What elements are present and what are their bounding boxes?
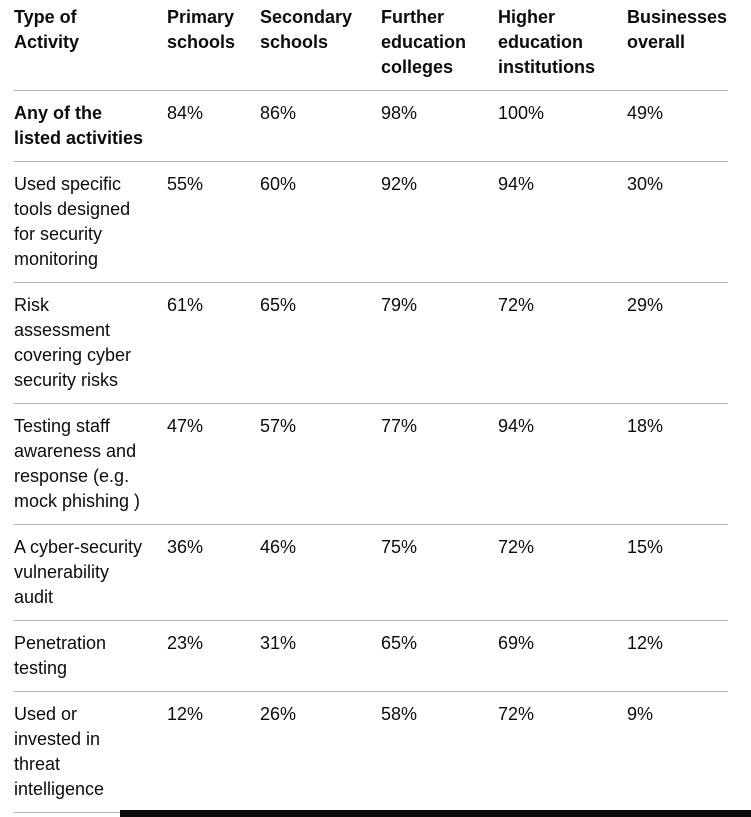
cell-value: 65% xyxy=(381,620,498,692)
table-row: Any of the listed activities 84% 86% 98% 100… xyxy=(14,90,728,162)
row-label: Penetration testing xyxy=(14,620,167,692)
table-row: Testing staff awareness and response (e.… xyxy=(14,403,728,525)
cell-value: 60% xyxy=(260,161,381,283)
table-header: Type of Activity Primary schools Secondary… xyxy=(14,5,728,91)
cell-value: 61% xyxy=(167,282,260,404)
cell-value: 92% xyxy=(381,161,498,283)
row-label: A cyber-security vulnerability audit xyxy=(14,524,167,621)
row-label: Any of the listed activities xyxy=(14,90,167,162)
cell-value: 77% xyxy=(381,403,498,525)
cyber-security-activity-table: Type of Activity Primary schools Secondary… xyxy=(14,5,728,813)
cell-value: 26% xyxy=(260,691,381,813)
cell-value: 29% xyxy=(627,282,728,404)
cell-value: 46% xyxy=(260,524,381,621)
cell-value: 31% xyxy=(260,620,381,692)
column-header: Secondary schools xyxy=(260,5,381,91)
cell-value: 23% xyxy=(167,620,260,692)
row-label: Used specific tools designed for securit… xyxy=(14,161,167,283)
cutoff-bottom-bar xyxy=(120,810,751,817)
cell-value: 55% xyxy=(167,161,260,283)
cell-value: 75% xyxy=(381,524,498,621)
cell-value: 58% xyxy=(381,691,498,813)
row-label: Used or invested in threat intelligence xyxy=(14,691,167,813)
cell-value: 49% xyxy=(627,90,728,162)
table-row: Used specific tools designed for securit… xyxy=(14,161,728,283)
table-row: A cyber-security vulnerability audit 36% 4… xyxy=(14,524,728,621)
cell-value: 12% xyxy=(627,620,728,692)
table-body: Any of the listed activities 84% 86% 98% 100… xyxy=(14,90,728,813)
column-header: Businesses overall xyxy=(627,5,728,91)
table-row: Penetration testing 23% 31% 65% 69% 12% xyxy=(14,620,728,692)
cell-value: 36% xyxy=(167,524,260,621)
cell-value: 18% xyxy=(627,403,728,525)
cell-value: 98% xyxy=(381,90,498,162)
header-row: Type of Activity Primary schools Secondary… xyxy=(14,5,728,91)
cell-value: 9% xyxy=(627,691,728,813)
cell-value: 94% xyxy=(498,403,627,525)
table-row: Used or invested in threat intelligence 1… xyxy=(14,691,728,813)
cell-value: 100% xyxy=(498,90,627,162)
cell-value: 84% xyxy=(167,90,260,162)
cell-value: 94% xyxy=(498,161,627,283)
cell-value: 65% xyxy=(260,282,381,404)
cell-value: 79% xyxy=(381,282,498,404)
column-header: Type of Activity xyxy=(14,5,167,91)
cell-value: 86% xyxy=(260,90,381,162)
cell-value: 30% xyxy=(627,161,728,283)
cell-value: 57% xyxy=(260,403,381,525)
cell-value: 72% xyxy=(498,691,627,813)
column-header: Higher education institutions xyxy=(498,5,627,91)
row-label: Testing staff awareness and response (e.… xyxy=(14,403,167,525)
column-header: Further education colleges xyxy=(381,5,498,91)
cell-value: 72% xyxy=(498,524,627,621)
row-label: Risk assessment covering cyber security … xyxy=(14,282,167,404)
cell-value: 12% xyxy=(167,691,260,813)
column-header: Primary schools xyxy=(167,5,260,91)
cell-value: 15% xyxy=(627,524,728,621)
cell-value: 69% xyxy=(498,620,627,692)
cell-value: 47% xyxy=(167,403,260,525)
table-row: Risk assessment covering cyber security … xyxy=(14,282,728,404)
cell-value: 72% xyxy=(498,282,627,404)
